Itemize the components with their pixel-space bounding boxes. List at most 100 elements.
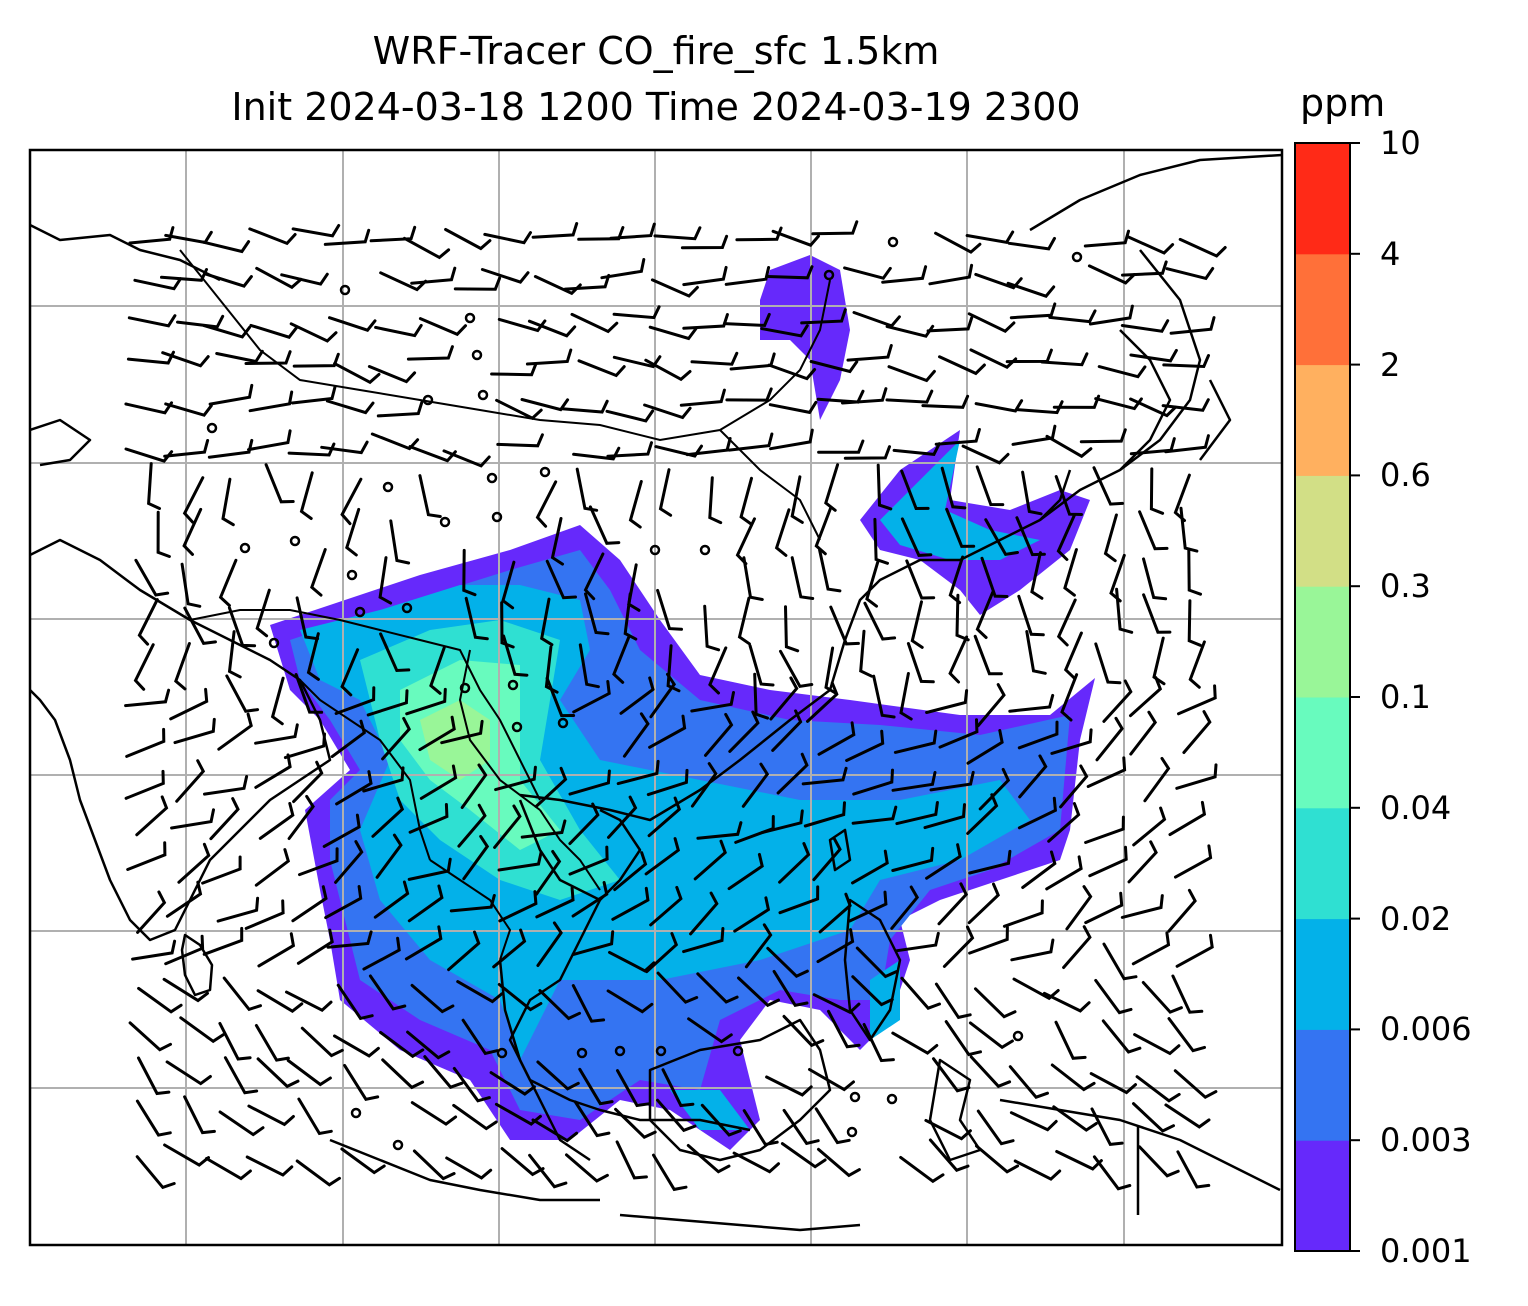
wind-barb	[1011, 424, 1057, 446]
wind-barb	[285, 990, 333, 1013]
wind-barb	[208, 383, 254, 406]
wind-barb	[162, 977, 209, 1003]
wind-barb	[527, 319, 577, 338]
wind-barb	[584, 592, 610, 636]
title-line2: Init 2024-03-18 1200 Time 2024-03-19 230…	[231, 85, 1081, 129]
wind-barb	[934, 428, 981, 446]
wind-barb	[407, 884, 444, 923]
wind-barb	[687, 1017, 733, 1044]
wind-barb	[863, 601, 897, 641]
wind-barb	[1162, 354, 1210, 369]
wind-barb	[402, 236, 451, 260]
colorbar-tick-label: 0.3	[1380, 567, 1431, 606]
wind-barb	[1164, 1103, 1211, 1129]
wind-barb	[449, 894, 496, 913]
wind-barb	[812, 993, 861, 1015]
colorbar-tick-label: 0.02	[1380, 899, 1452, 938]
wind-barb	[1175, 763, 1218, 790]
wind-barb	[133, 277, 182, 291]
wind-barb	[727, 852, 764, 891]
wind-barb	[540, 597, 554, 647]
wind-barb	[500, 601, 515, 649]
wind-barb	[1083, 229, 1130, 248]
wind-barb	[161, 351, 210, 368]
colorbar-tick-label: 0.001	[1380, 1232, 1472, 1270]
wind-barb	[614, 1107, 657, 1139]
wind-barb	[885, 389, 934, 404]
calm-wind-marker	[392, 1139, 404, 1151]
wind-barb	[445, 1156, 493, 1180]
wind-barb	[696, 972, 739, 1004]
wind-barb	[1143, 756, 1171, 803]
wind-barb	[565, 1153, 609, 1183]
colorbar-tick-label: 0.1	[1380, 678, 1431, 716]
wind-barb	[1009, 302, 1057, 320]
wind-barb	[296, 928, 334, 965]
wind-barb	[690, 762, 718, 808]
wind-barb	[944, 1020, 982, 1057]
wind-barb	[1059, 764, 1089, 809]
wind-barb	[480, 268, 530, 284]
wind-barb	[742, 1109, 779, 1147]
wind-barb	[872, 674, 896, 719]
wind-barb	[616, 759, 660, 786]
wind-barb	[644, 358, 692, 382]
wind-barb	[1008, 1065, 1049, 1099]
wind-barb	[294, 673, 324, 714]
wind-barb	[811, 220, 859, 236]
calm-wind-marker	[459, 682, 471, 694]
wind-barb	[1126, 235, 1175, 255]
calm-wind-marker	[649, 544, 661, 556]
wind-barb	[1132, 806, 1167, 847]
wind-barb	[814, 1107, 851, 1145]
wind-barb	[534, 850, 562, 896]
wind-barb	[978, 767, 1011, 811]
map-frame	[28, 148, 1284, 1247]
wind-barb	[573, 1100, 611, 1138]
wind-barb	[412, 1149, 456, 1181]
wind-barb	[771, 229, 820, 247]
wind-barb	[1084, 891, 1124, 925]
wind-barb	[1052, 1105, 1098, 1132]
wind-barb	[369, 225, 417, 243]
wind-barb	[656, 588, 683, 631]
wind-barb	[612, 635, 631, 684]
wind-barb	[1009, 1111, 1058, 1132]
wind-barb	[1179, 506, 1199, 553]
wind-barb	[615, 1140, 648, 1180]
wind-barb	[560, 399, 609, 414]
wind-barb	[1168, 800, 1207, 837]
wind-barb	[258, 802, 295, 840]
wind-barb	[928, 1138, 970, 1172]
wind-barb	[1161, 398, 1210, 412]
wind-barb	[568, 769, 611, 796]
wind-barb	[1002, 899, 1044, 928]
colorbar-segment	[1295, 364, 1350, 476]
wind-barb	[975, 1144, 1020, 1174]
wind-barb	[846, 344, 893, 362]
wind-barb	[577, 359, 626, 378]
wind-barb	[728, 710, 760, 753]
wind-barb	[1171, 974, 1204, 1014]
nw-coast	[30, 223, 221, 282]
wind-barb	[1048, 309, 1097, 324]
wind-barb	[862, 1023, 895, 1063]
wind-barb	[247, 1104, 295, 1127]
wind-barb	[607, 795, 638, 839]
wind-barb	[457, 803, 487, 848]
wind-barb	[656, 971, 699, 1004]
wind-barb	[442, 449, 491, 468]
wind-barb	[336, 983, 374, 1021]
wind-barb	[410, 266, 457, 285]
wind-barb	[374, 323, 423, 338]
wind-barb	[227, 606, 257, 648]
wind-barb	[1135, 1075, 1181, 1103]
wind-barb	[1187, 599, 1202, 647]
wind-barb	[1178, 237, 1227, 258]
calm-wind-marker	[382, 481, 394, 493]
calm-wind-marker	[268, 637, 280, 649]
wind-barb	[1138, 1145, 1180, 1178]
wind-barb	[1088, 845, 1128, 878]
wind-barb	[221, 477, 235, 527]
wind-barb	[890, 885, 920, 930]
